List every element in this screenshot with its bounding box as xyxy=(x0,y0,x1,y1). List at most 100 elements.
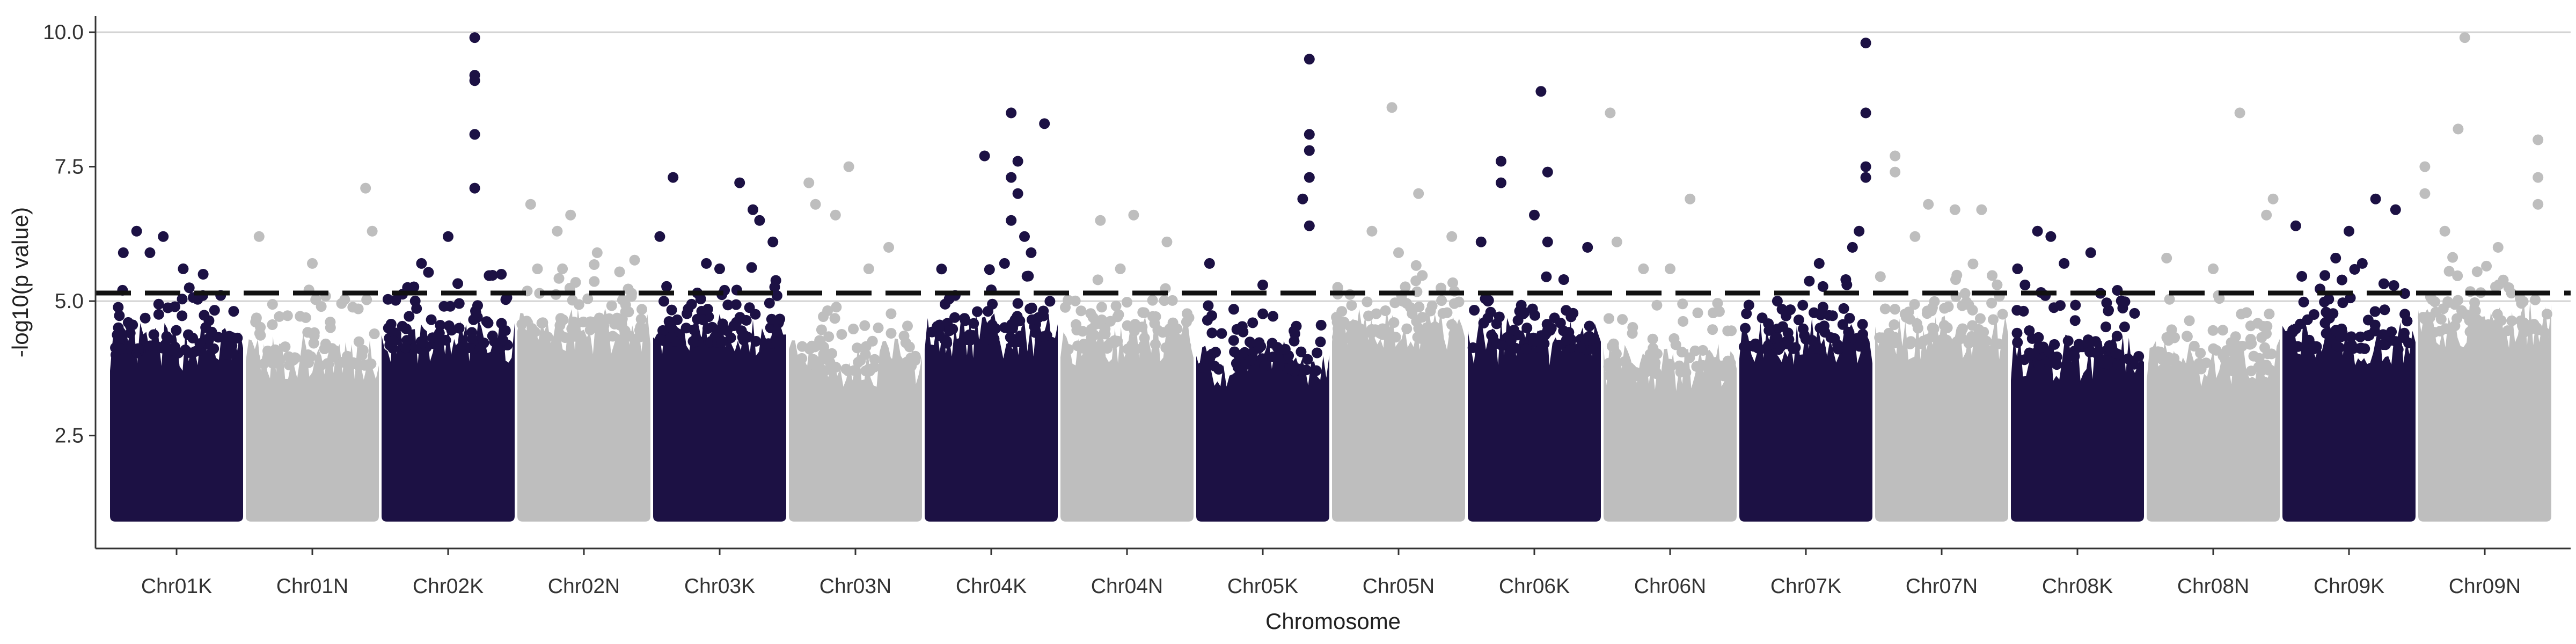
peak-point xyxy=(1665,264,1675,274)
data-point xyxy=(1993,339,2004,349)
data-point xyxy=(1137,321,1147,332)
x-tick-label: Chr08N xyxy=(2177,575,2249,598)
data-point xyxy=(822,305,833,316)
peak-point xyxy=(1413,188,1424,199)
peak-point xyxy=(1297,194,1308,204)
peak-point xyxy=(883,242,894,253)
peak-point xyxy=(1890,151,1900,162)
x-tick-label: Chr02N xyxy=(548,575,620,598)
data-point xyxy=(949,312,960,323)
data-point xyxy=(2111,348,2121,359)
data-point xyxy=(1070,296,1081,306)
data-point xyxy=(1013,298,1023,309)
data-point xyxy=(1147,295,1158,306)
peak-point xyxy=(863,264,874,274)
data-point xyxy=(228,306,239,317)
data-point xyxy=(554,273,565,284)
data-point xyxy=(1665,362,1675,372)
peak-point xyxy=(1840,274,1851,285)
data-point xyxy=(1890,332,1900,343)
data-point xyxy=(2469,297,2480,308)
data-point xyxy=(1428,326,1439,337)
peak-point xyxy=(1257,280,1268,290)
data-point xyxy=(2299,297,2309,308)
data-point xyxy=(698,314,709,325)
data-point xyxy=(1804,276,1814,287)
peak-point xyxy=(754,215,765,226)
data-point xyxy=(886,328,897,339)
data-point xyxy=(1997,309,2008,320)
peak-point xyxy=(1304,172,1315,183)
peak-point xyxy=(1542,237,1553,247)
x-tick-label: Chr09K xyxy=(2314,575,2384,598)
data-point xyxy=(1815,343,1826,354)
data-point xyxy=(1975,326,1986,337)
data-point xyxy=(2012,337,2023,348)
peak-point xyxy=(1006,107,1016,118)
data-point xyxy=(1509,325,1519,335)
data-point xyxy=(1942,323,1953,333)
peak-point xyxy=(307,258,318,269)
data-point xyxy=(614,267,625,277)
data-point xyxy=(686,299,697,310)
data-point xyxy=(655,334,665,345)
data-point xyxy=(964,330,975,340)
data-point xyxy=(560,332,570,343)
data-point xyxy=(2237,341,2248,352)
data-point xyxy=(1604,313,1614,324)
data-point xyxy=(972,306,983,317)
peak-point xyxy=(2012,264,2023,274)
data-point xyxy=(1151,311,1161,322)
data-point xyxy=(1063,344,1074,355)
data-point xyxy=(1671,339,1681,350)
data-point xyxy=(1630,370,1641,381)
peak-point xyxy=(2533,135,2543,145)
data-point xyxy=(1291,321,1302,332)
data-point xyxy=(934,323,945,333)
data-point xyxy=(2019,280,2030,290)
peak-point xyxy=(1026,247,1036,258)
data-point xyxy=(170,302,180,312)
data-point xyxy=(2252,318,2263,329)
data-point xyxy=(1184,312,1195,323)
data-point xyxy=(1380,305,1391,316)
data-point xyxy=(213,332,224,342)
data-point xyxy=(361,295,372,305)
data-point xyxy=(1312,348,1322,358)
peak-point xyxy=(592,247,603,258)
data-point xyxy=(716,337,727,348)
data-point xyxy=(1575,342,1586,353)
data-point xyxy=(1889,319,1899,330)
data-point xyxy=(2011,305,2022,316)
data-point xyxy=(2090,347,2101,358)
data-point xyxy=(1554,340,1564,350)
data-point xyxy=(2195,348,2206,358)
data-point xyxy=(426,314,437,325)
data-point xyxy=(823,331,834,342)
data-point xyxy=(2346,340,2357,350)
data-point xyxy=(454,298,465,309)
data-point xyxy=(1485,307,1496,318)
data-point xyxy=(1558,325,1569,336)
data-point xyxy=(389,336,399,347)
peak-point xyxy=(2235,107,2245,118)
x-tick-label: Chr04N xyxy=(1091,575,1163,598)
peak-point xyxy=(1304,221,1315,231)
data-point xyxy=(2208,343,2219,354)
data-point xyxy=(483,318,494,328)
peak-point xyxy=(1393,247,1404,258)
data-point xyxy=(2069,351,2080,362)
peak-point xyxy=(2357,258,2368,269)
data-point xyxy=(658,296,669,306)
peak-point xyxy=(1605,107,1615,118)
data-point xyxy=(2024,348,2035,358)
peak-point xyxy=(1612,237,1622,247)
data-point xyxy=(1280,344,1291,355)
peak-point xyxy=(979,151,990,162)
data-point xyxy=(1044,296,1055,306)
data-point xyxy=(1680,367,1691,378)
peak-point xyxy=(1446,231,1457,242)
data-point xyxy=(797,341,808,352)
data-point xyxy=(1772,332,1783,343)
peak-point xyxy=(2370,194,2381,204)
